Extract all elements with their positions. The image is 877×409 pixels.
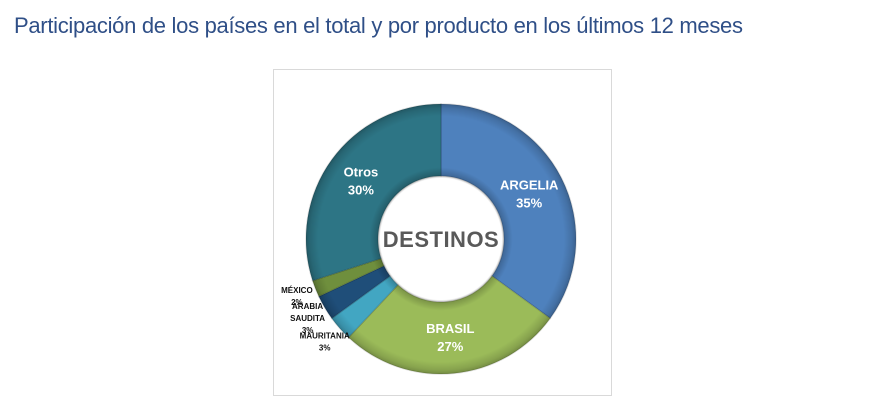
donut-slice-labels: ARGELIA 35% BRASIL 27% MAURITANIA 3%ARABIA SAU… [281, 164, 559, 354]
slice-label-argelia: ARGELIA 35% [500, 178, 559, 211]
slice-label-otros: Otros 30% [344, 164, 379, 197]
slice-label-mexico: MÉXICO 2% [281, 286, 313, 307]
donut-chart: ARGELIA 35% BRASIL 27% MAURITANIA 3%ARABIA SAU… [281, 103, 577, 375]
pie-slice-argelia [440, 103, 577, 320]
donut-center-label: DESTINOS [383, 227, 499, 252]
slice-label-mauritania: MAURITANIA 3% [300, 332, 350, 353]
page-title: Participación de los países en el total … [14, 13, 743, 38]
slice-label-brasil: BRASIL 27% [426, 321, 474, 354]
chart-panel: ARGELIA 35% BRASIL 27% MAURITANIA 3% ARABIA SAU… [273, 69, 612, 396]
slice-label-arabia-saudita: ARABIA SAUDITA 3% [290, 302, 325, 335]
